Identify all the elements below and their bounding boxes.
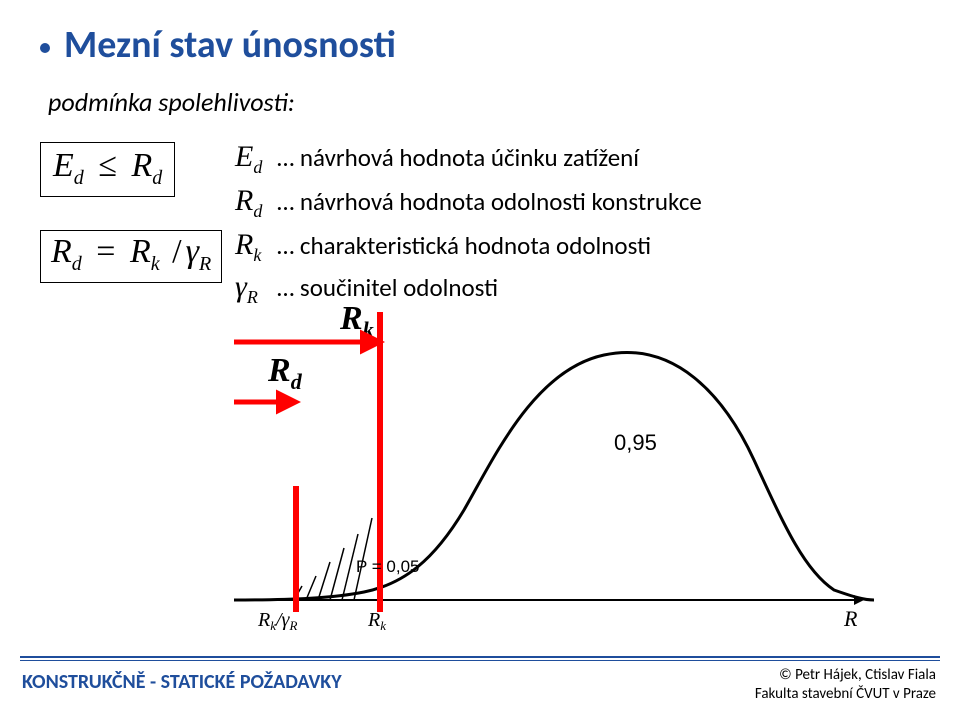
def-text: … návrhová hodnota účinku zatížení [277, 142, 639, 173]
formula-rd-eq: Rd = Rk /γR [40, 230, 222, 283]
footer-authors: © Petr Hájek, Ctislav Fiala [755, 666, 936, 685]
def-rd: Rd … návrhová hodnota odolnosti konstruk… [235, 184, 702, 222]
bullet-icon [40, 43, 50, 53]
svg-text:P = 0,05: P = 0,05 [356, 557, 420, 576]
def-text: … návrhová hodnota odolnosti konstrukce [277, 186, 702, 217]
formula-ed-le-rd: Ed ≤ Rd [40, 142, 175, 197]
probability-curve-chart: P = 0,05 0,95 R Rk/γR Rk [234, 300, 874, 630]
footer-affil: Fakulta stavební ČVUT v Praze [755, 685, 936, 704]
defs-block-1: Ed … návrhová hodnota účinku zatížení Rd… [235, 140, 702, 228]
svg-text:Rk/γR: Rk/γR [257, 609, 297, 630]
sub-d2: d [152, 167, 162, 189]
sym: Rd [235, 184, 277, 222]
footer-right: © Petr Hájek, Ctislav Fiala Fakulta stav… [755, 666, 936, 704]
def-ed: Ed … návrhová hodnota účinku zatížení [235, 140, 702, 178]
svg-text:Rk: Rk [367, 609, 386, 630]
def-text: … součinitel odolnosti [277, 272, 498, 303]
sub-d: d [74, 167, 84, 189]
def-rk: Rk … charakteristická hodnota odolnosti [235, 228, 651, 266]
title-row: Mezní stav únosnosti [40, 22, 396, 68]
footer-rule-thick [20, 656, 940, 658]
footer-left: KONSTRUKČNĚ - STATICKÉ POŽADAVKY [22, 670, 342, 694]
svg-text:R: R [843, 606, 858, 630]
sym-R: R [131, 147, 152, 184]
page-title: Mezní stav únosnosti [64, 22, 396, 68]
sym: Ed [235, 140, 277, 178]
svg-text:0,95: 0,95 [614, 430, 657, 455]
footer-rule-thin [20, 660, 940, 661]
op-le: ≤ [92, 147, 123, 184]
sym-E: E [53, 147, 74, 184]
sym: Rk [235, 228, 277, 266]
subtitle: podmínka spolehlivosti: [48, 86, 295, 118]
def-text: … charakteristická hodnota odolnosti [277, 230, 651, 261]
